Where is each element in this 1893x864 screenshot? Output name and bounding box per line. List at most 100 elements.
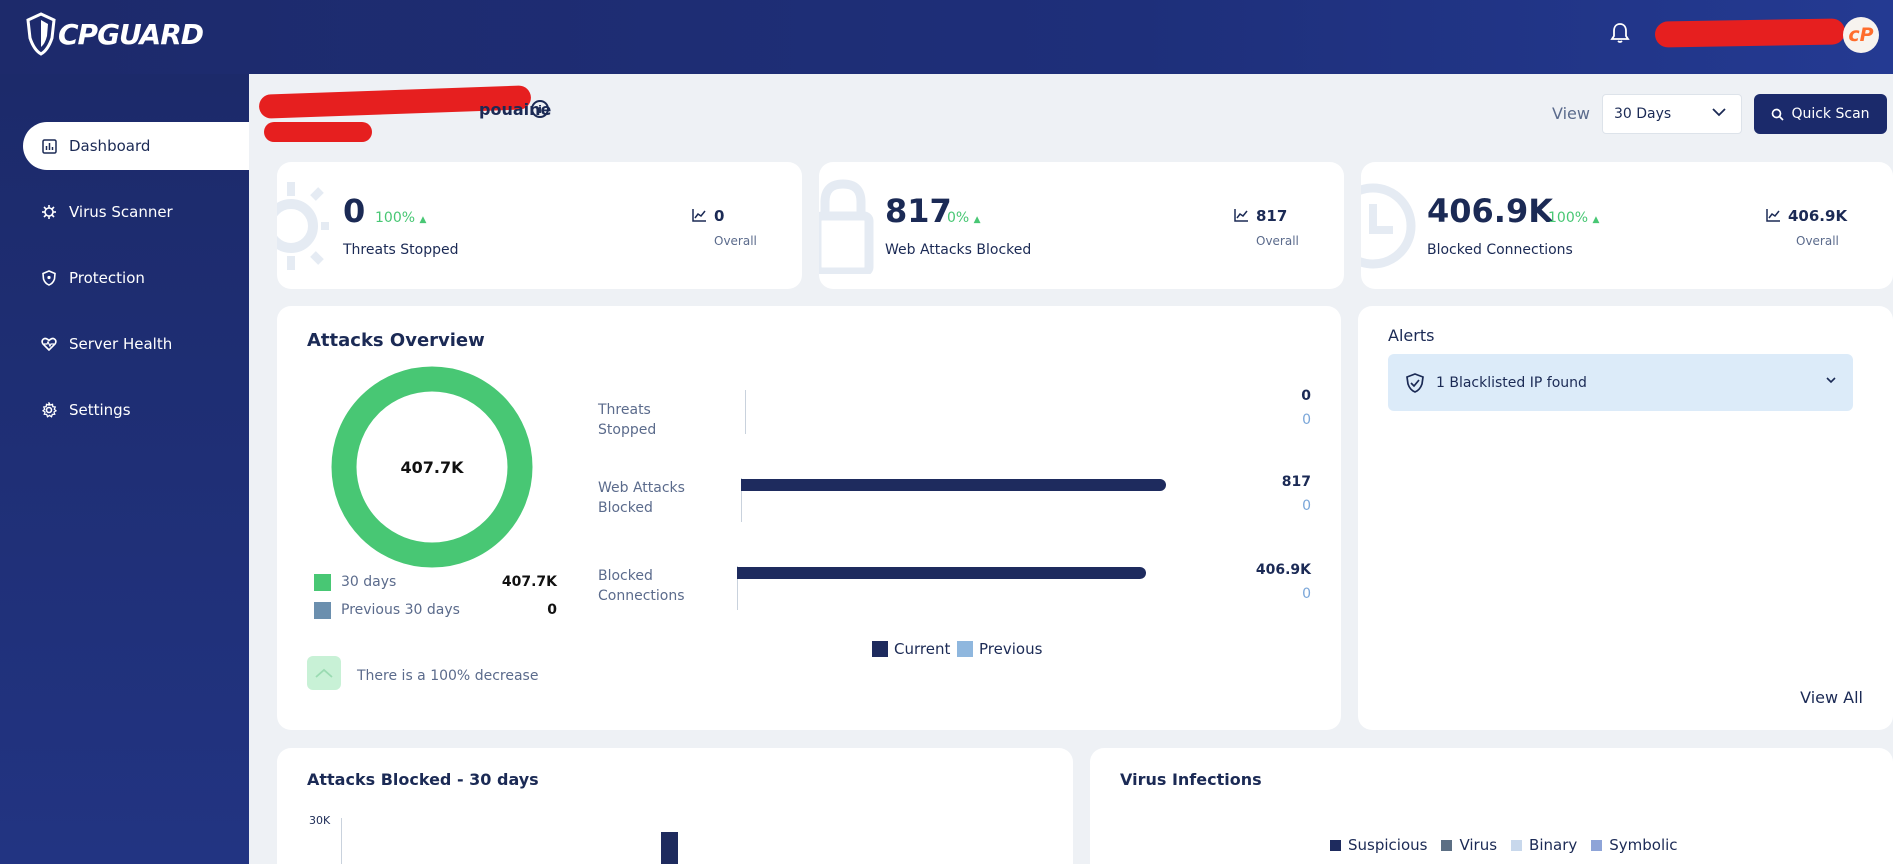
stat-value: 817	[885, 192, 952, 230]
stat-overall-label: Overall	[1796, 234, 1839, 248]
donut-total: 407.7K	[400, 457, 464, 477]
bar-axis-threats	[745, 390, 746, 434]
virus-infections-card: Virus Infections Suspicious Virus Binary…	[1090, 748, 1893, 864]
bar-axis-connections	[737, 566, 738, 610]
chevron-down-icon	[1712, 108, 1726, 117]
stat-overall-value: 0	[714, 207, 725, 225]
legend-swatch-30-days	[314, 574, 331, 591]
sidebar: Dashboard Virus Scanner Protection Serve…	[0, 74, 249, 864]
view-label: View	[1552, 104, 1590, 123]
stat-label: Threats Stopped	[343, 242, 459, 258]
bar-value-current-connections: 406.9K	[1255, 562, 1311, 578]
legend-binary[interactable]: Binary	[1511, 836, 1577, 854]
legend-label-30-days: 30 days	[341, 574, 397, 590]
bar-label-blocked-connections: Blocked Connections	[598, 568, 685, 604]
y-axis-tick: 30K	[309, 814, 331, 827]
gear-icon	[41, 402, 57, 418]
sidebar-item-settings[interactable]: Settings	[23, 386, 249, 434]
alert-item-blacklisted-ip[interactable]: 1 Blacklisted IP found	[1388, 354, 1853, 411]
top-bar: CPGUARD cP	[0, 0, 1893, 74]
stat-label: Web Attacks Blocked	[885, 242, 1032, 258]
search-icon	[1772, 108, 1785, 121]
sidebar-item-label: Settings	[69, 401, 131, 419]
sidebar-item-label: Virus Scanner	[69, 203, 173, 221]
shield-icon	[41, 270, 57, 286]
redacted-domain-tail	[264, 122, 372, 142]
stat-overall-label: Overall	[1256, 234, 1299, 248]
lock-watermark-icon	[819, 179, 874, 274]
bar-current-web-attacks[interactable]	[741, 479, 1167, 491]
quick-scan-label: Quick Scan	[1791, 106, 1870, 122]
bar-current-blocked-connections[interactable]	[737, 567, 1146, 579]
quick-scan-button[interactable]: Quick Scan	[1754, 94, 1887, 134]
sidebar-item-label: Server Health	[69, 335, 173, 353]
attacks-blocked-bar[interactable]	[661, 832, 678, 864]
sidebar-item-protection[interactable]: Protection	[23, 254, 249, 302]
bar-value-current-web: 817	[1281, 474, 1311, 490]
cpguard-logo[interactable]: CPGUARD	[26, 12, 204, 56]
bar-value-current-threats: 0	[1301, 388, 1311, 404]
brand-name: CPGUARD	[58, 17, 204, 51]
stat-overall-value: 406.9K	[1788, 207, 1848, 225]
sidebar-item-dashboard[interactable]: Dashboard	[23, 122, 249, 170]
bar-chart-icon	[41, 138, 57, 154]
stat-value: 406.9K	[1427, 192, 1554, 230]
bar-label-web-attacks: Web Attacks Blocked	[598, 480, 685, 516]
legend-suspicious[interactable]: Suspicious	[1330, 836, 1427, 854]
clock-watermark-icon	[1361, 183, 1416, 269]
y-axis-line	[341, 818, 342, 864]
legend-label-previous: Previous 30 days	[341, 602, 460, 618]
attacks-overview-card: Attacks Overview 407.7K 30 days 407.7K P…	[277, 306, 1341, 730]
donut-segment-30-days	[331, 366, 533, 568]
stat-value: 0	[343, 192, 366, 230]
main-content: pouaine i View 30 Days Quick Scan 0 100%…	[249, 74, 1893, 864]
attacks-donut-chart[interactable]	[331, 366, 533, 568]
stat-overall-label: Overall	[714, 234, 757, 248]
virus-icon	[41, 204, 57, 220]
sidebar-item-label: Protection	[69, 269, 145, 287]
cpanel-logo[interactable]: cP	[1843, 17, 1879, 53]
sidebar-item-server-health[interactable]: Server Health	[23, 320, 249, 368]
heart-pulse-icon	[41, 336, 57, 352]
attacks-blocked-title: Attacks Blocked - 30 days	[307, 770, 539, 789]
redacted-username[interactable]	[1654, 18, 1846, 48]
stat-change-percent: 100% ▲	[375, 210, 427, 226]
alert-text: 1 Blacklisted IP found	[1436, 374, 1587, 391]
stat-card-threats-stopped: 0 100% ▲ Threats Stopped 0 Overall	[277, 162, 802, 289]
virus-infections-title: Virus Infections	[1120, 770, 1262, 789]
bar-value-previous-connections: 0	[1302, 586, 1311, 602]
virus-infections-legend: Suspicious Virus Binary Symbolic	[1330, 836, 1692, 854]
alerts-card: Alerts 1 Blacklisted IP found View All	[1358, 306, 1893, 730]
sidebar-item-virus-scanner[interactable]: Virus Scanner	[23, 188, 249, 236]
stat-card-blocked-connections: 406.9K 100% ▲ Blocked Connections 406.9K…	[1361, 162, 1893, 289]
sidebar-item-label: Dashboard	[69, 137, 151, 155]
chevron-down-icon[interactable]	[1825, 376, 1837, 384]
info-icon[interactable]: i	[531, 100, 549, 118]
stat-change-percent: 100% ▲	[1548, 210, 1600, 226]
trend-text: There is a 100% decrease	[357, 668, 539, 684]
trend-chart-icon	[1234, 209, 1248, 222]
virus-watermark-icon	[277, 182, 329, 270]
legend-value-previous: 0	[547, 602, 557, 618]
shield-check-icon	[1406, 372, 1424, 393]
shield-logo-icon	[26, 12, 56, 56]
trend-chart-icon	[1766, 209, 1780, 222]
trend-chart-icon	[692, 209, 706, 222]
bar-legend-current: Current	[872, 640, 950, 658]
attacks-blocked-card: Attacks Blocked - 30 days 30K	[277, 748, 1073, 864]
stat-overall-value: 817	[1256, 207, 1288, 225]
bar-axis-web	[741, 478, 742, 522]
view-period-select[interactable]: 30 Days	[1602, 94, 1742, 134]
legend-swatch-previous	[314, 602, 331, 619]
legend-symbolic[interactable]: Symbolic	[1591, 836, 1678, 854]
view-all-alerts-link[interactable]: View All	[1800, 688, 1863, 707]
chevron-up-icon	[315, 668, 333, 678]
bell-icon[interactable]	[1610, 22, 1630, 44]
bar-legend-previous: Previous	[957, 640, 1042, 658]
bar-label-threats-stopped: Threats Stopped	[598, 402, 657, 438]
alerts-title: Alerts	[1388, 326, 1435, 345]
legend-virus[interactable]: Virus	[1441, 836, 1497, 854]
legend-value-30-days: 407.7K	[501, 574, 557, 590]
bar-value-previous-threats: 0	[1302, 412, 1311, 428]
stat-label: Blocked Connections	[1427, 242, 1573, 258]
